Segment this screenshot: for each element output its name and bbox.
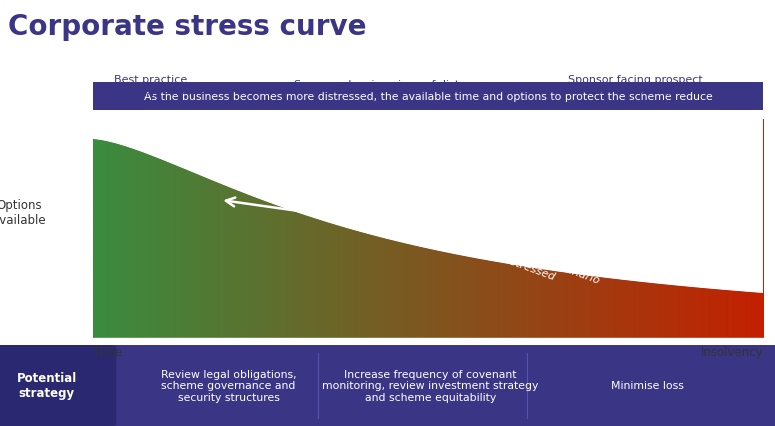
FancyBboxPatch shape bbox=[0, 345, 116, 426]
Text: Potential
strategy: Potential strategy bbox=[16, 371, 77, 400]
Text: Minimise loss: Minimise loss bbox=[611, 380, 684, 391]
Text: Time: Time bbox=[93, 345, 122, 358]
Text: Options to improve the scheme outcome in a downside scenario
decrease as a spons: Options to improve the scheme outcome in… bbox=[256, 153, 601, 296]
Polygon shape bbox=[93, 108, 763, 293]
Text: Best practice
IRM approach: Best practice IRM approach bbox=[113, 75, 189, 96]
Text: Corporate stress curve: Corporate stress curve bbox=[8, 13, 367, 41]
Text: Insolvency: Insolvency bbox=[701, 345, 763, 358]
Text: Sponsor facing prospect
of insolvency: Sponsor facing prospect of insolvency bbox=[568, 75, 703, 96]
Text: As the business becomes more distressed, the available time and options to prote: As the business becomes more distressed,… bbox=[144, 92, 712, 102]
Text: Review legal obligations,
scheme governance and
security structures: Review legal obligations, scheme governa… bbox=[161, 369, 296, 402]
Text: Sponsor showing signs of distress: Sponsor showing signs of distress bbox=[294, 80, 481, 90]
FancyBboxPatch shape bbox=[0, 345, 775, 426]
Text: Options
available: Options available bbox=[0, 199, 46, 227]
Text: Increase frequency of covenant
monitoring, review investment strategy
and scheme: Increase frequency of covenant monitorin… bbox=[322, 369, 539, 402]
FancyBboxPatch shape bbox=[66, 82, 775, 112]
